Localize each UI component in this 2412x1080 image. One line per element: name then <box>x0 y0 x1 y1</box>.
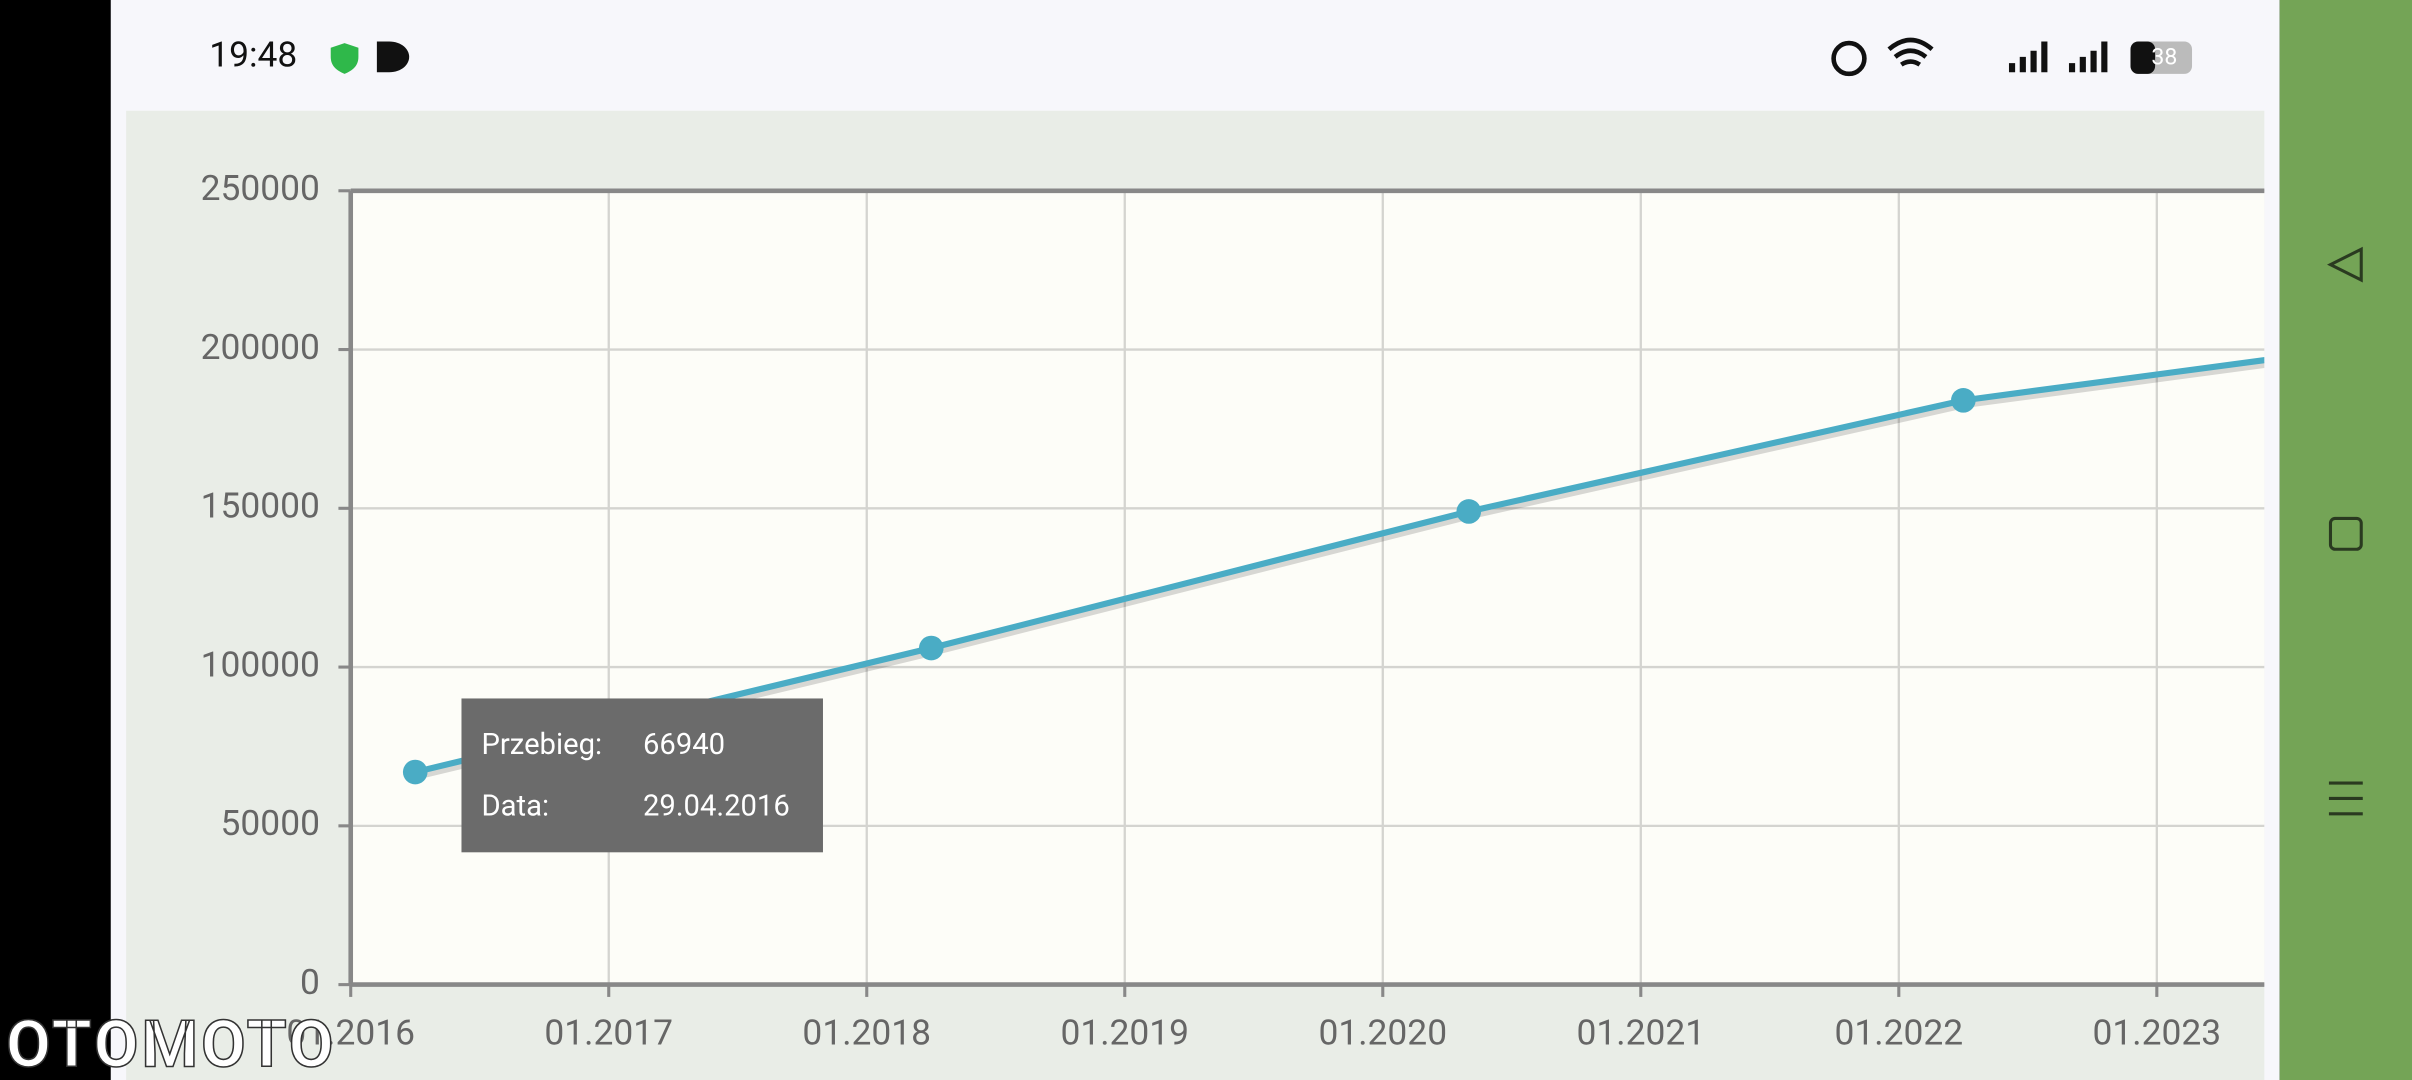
tooltip-label: Przebieg: <box>481 728 602 762</box>
home-button[interactable] <box>2328 516 2363 551</box>
y-tick-label: 100000 <box>201 643 320 685</box>
battery-level <box>2130 41 2156 74</box>
tooltip: Przebieg: 66940 Data: 29.04.2016 <box>461 698 823 853</box>
menu-button[interactable] <box>2328 781 2363 816</box>
tooltip-value: 66940 <box>643 728 725 762</box>
point <box>402 759 428 785</box>
battery-text: 38 <box>2151 44 2177 71</box>
x-tick-label: 01.2023 <box>2093 1012 2222 1054</box>
y-tick-label: 250000 <box>201 167 320 209</box>
y-tick-label: 0 <box>300 961 320 1003</box>
x-tick-label: 01.2022 <box>1834 1012 1963 1054</box>
tooltip-box <box>461 698 823 853</box>
signal-icon <box>2008 41 2108 73</box>
status-bar: 19:48 38 <box>209 33 2193 77</box>
series-layer <box>402 357 2265 785</box>
point <box>918 635 944 661</box>
shield-icon <box>330 43 359 74</box>
wifi-icon <box>1887 37 1934 67</box>
y-tick-label: 150000 <box>201 485 320 527</box>
chart: 0 50000 100000 150000 200000 250000 01.2016 01.… <box>201 167 2265 1054</box>
clock: 19:48 <box>209 33 297 75</box>
alarm-icon <box>1831 40 1867 77</box>
x-tick-label: 01.2018 <box>802 1012 931 1054</box>
nav-buttons <box>2327 246 2363 816</box>
back-button[interactable] <box>2327 246 2363 283</box>
x-tick-label: 01.2020 <box>1318 1012 1447 1054</box>
plot-area <box>350 190 2265 985</box>
nav-bar <box>2279 0 2412 1080</box>
x-tick-label: 01.2019 <box>1060 1012 1189 1054</box>
tooltip-label: Data: <box>481 789 549 823</box>
point <box>1951 388 1976 413</box>
x-tick-label: 01.2021 <box>1576 1012 1705 1054</box>
tooltip-value: 29.04.2016 <box>643 789 790 823</box>
left-strip <box>0 0 111 1080</box>
watermark: OTOMOTO <box>6 1006 336 1080</box>
y-tick-label: 50000 <box>221 802 320 844</box>
x-tick-label: 01.2016 <box>286 1012 415 1054</box>
app-icon <box>376 41 410 73</box>
y-tick-label: 200000 <box>201 326 320 368</box>
point <box>1456 499 1482 524</box>
x-tick-label: 01.2017 <box>544 1012 673 1054</box>
